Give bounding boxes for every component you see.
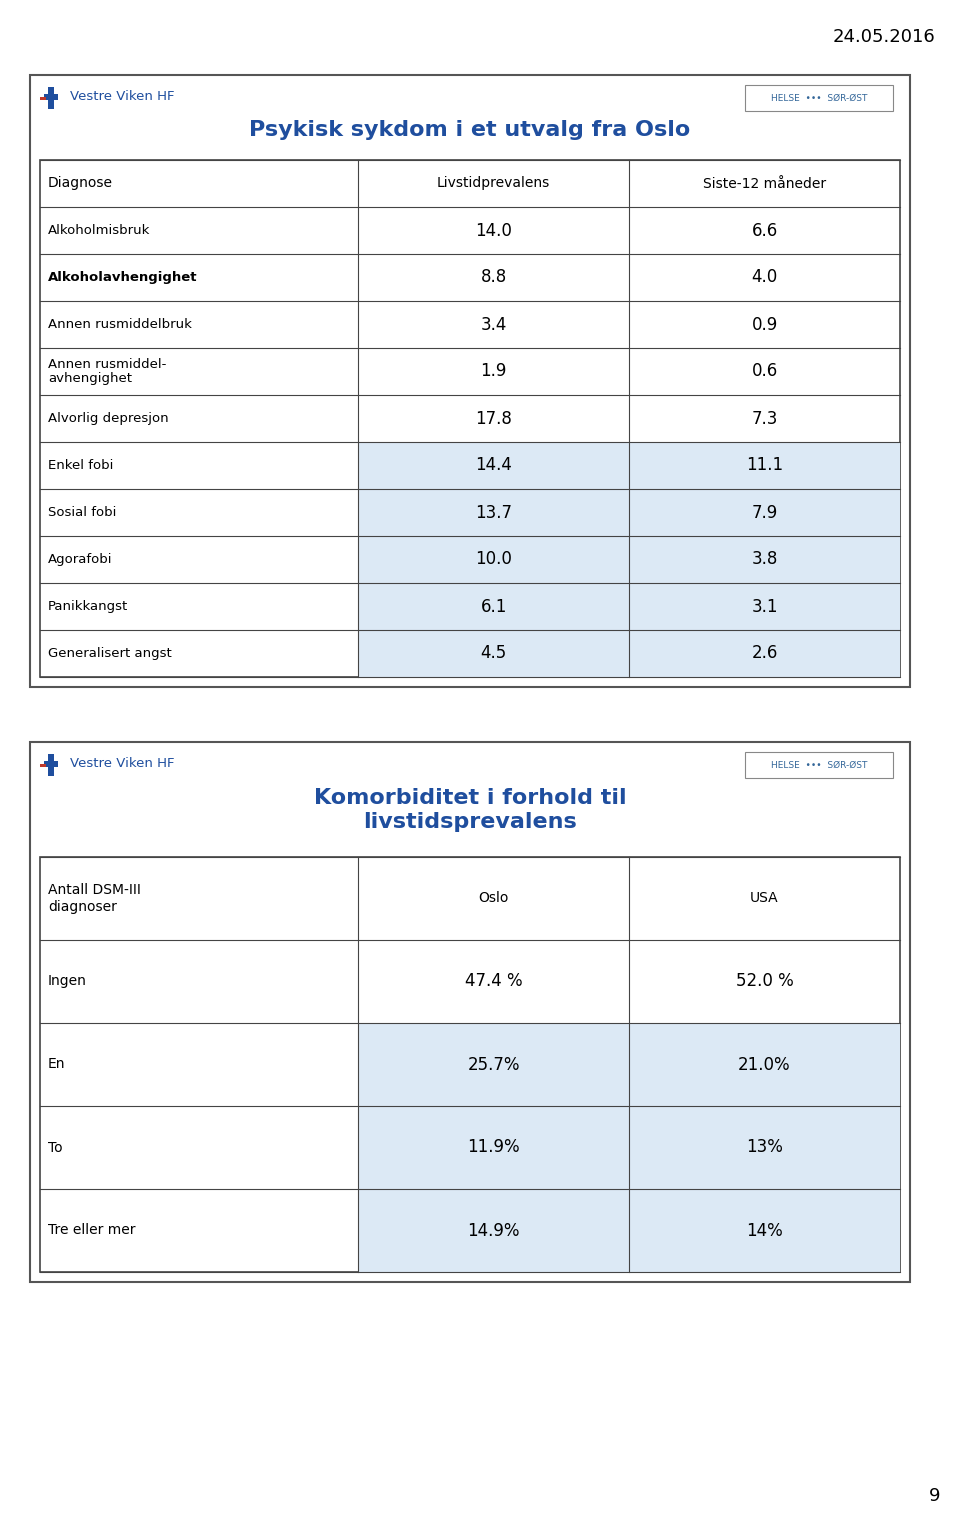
FancyBboxPatch shape xyxy=(358,1106,900,1190)
Text: 9: 9 xyxy=(928,1487,940,1506)
FancyBboxPatch shape xyxy=(358,441,900,489)
Text: 3.1: 3.1 xyxy=(752,597,778,615)
FancyBboxPatch shape xyxy=(30,742,910,1283)
Text: Panikkangst: Panikkangst xyxy=(48,600,129,612)
Text: 7.3: 7.3 xyxy=(752,409,778,428)
Text: 8.8: 8.8 xyxy=(481,269,507,287)
Text: Vestre Viken HF: Vestre Viken HF xyxy=(70,757,175,770)
Text: Alkoholavhengighet: Alkoholavhengighet xyxy=(48,270,198,284)
FancyBboxPatch shape xyxy=(40,98,46,99)
Text: Antall DSM-III
diagnoser: Antall DSM-III diagnoser xyxy=(48,884,141,913)
Text: Generalisert angst: Generalisert angst xyxy=(48,647,172,660)
Text: 11.1: 11.1 xyxy=(746,457,783,475)
FancyBboxPatch shape xyxy=(40,160,900,676)
Text: To: To xyxy=(48,1141,62,1154)
Text: Komorbiditet i forhold til
livstidsprevalens: Komorbiditet i forhold til livstidspreva… xyxy=(314,788,626,832)
FancyBboxPatch shape xyxy=(48,754,54,776)
Text: Psykisk sykdom i et utvalg fra Oslo: Psykisk sykdom i et utvalg fra Oslo xyxy=(250,121,690,140)
FancyBboxPatch shape xyxy=(745,86,893,111)
Text: Annen rusmiddelbruk: Annen rusmiddelbruk xyxy=(48,318,192,331)
Text: 11.9%: 11.9% xyxy=(468,1139,520,1156)
Text: 3.4: 3.4 xyxy=(480,316,507,333)
FancyBboxPatch shape xyxy=(30,75,910,687)
Text: 3.8: 3.8 xyxy=(752,551,778,568)
Text: Agorafobi: Agorafobi xyxy=(48,553,112,567)
Text: Alkoholmisbruk: Alkoholmisbruk xyxy=(48,224,151,237)
Text: 0.6: 0.6 xyxy=(752,362,778,380)
Text: En: En xyxy=(48,1058,65,1072)
FancyBboxPatch shape xyxy=(40,764,46,767)
Text: 0.9: 0.9 xyxy=(752,316,778,333)
Text: 10.0: 10.0 xyxy=(475,551,512,568)
FancyBboxPatch shape xyxy=(44,95,58,99)
Text: Annen rusmiddel-
avhengighet: Annen rusmiddel- avhengighet xyxy=(48,357,166,385)
Text: Enkel fobi: Enkel fobi xyxy=(48,460,113,472)
Text: 14%: 14% xyxy=(746,1222,783,1240)
FancyBboxPatch shape xyxy=(358,489,900,536)
FancyBboxPatch shape xyxy=(40,857,900,1272)
Text: HELSE  •••  SØR-ØST: HELSE ••• SØR-ØST xyxy=(771,93,867,102)
Text: 2.6: 2.6 xyxy=(752,644,778,663)
Text: Sosial fobi: Sosial fobi xyxy=(48,505,116,519)
Text: 47.4 %: 47.4 % xyxy=(465,973,522,991)
Text: 14.0: 14.0 xyxy=(475,221,512,240)
FancyBboxPatch shape xyxy=(358,1190,900,1272)
FancyBboxPatch shape xyxy=(745,751,893,777)
FancyBboxPatch shape xyxy=(44,760,58,767)
Text: Diagnose: Diagnose xyxy=(48,177,113,191)
Text: Ingen: Ingen xyxy=(48,974,86,988)
Text: 1.9: 1.9 xyxy=(480,362,507,380)
FancyBboxPatch shape xyxy=(358,1023,900,1106)
Text: Tre eller mer: Tre eller mer xyxy=(48,1223,135,1237)
Text: 7.9: 7.9 xyxy=(752,504,778,522)
Text: 14.4: 14.4 xyxy=(475,457,512,475)
Text: HELSE  •••  SØR-ØST: HELSE ••• SØR-ØST xyxy=(771,760,867,770)
FancyBboxPatch shape xyxy=(358,536,900,583)
Text: 25.7%: 25.7% xyxy=(468,1055,520,1073)
Text: Vestre Viken HF: Vestre Viken HF xyxy=(70,90,175,102)
Text: 17.8: 17.8 xyxy=(475,409,512,428)
Text: 24.05.2016: 24.05.2016 xyxy=(832,27,935,46)
Text: 13%: 13% xyxy=(746,1139,783,1156)
Text: 6.6: 6.6 xyxy=(752,221,778,240)
FancyBboxPatch shape xyxy=(48,87,54,108)
Text: Oslo: Oslo xyxy=(478,892,509,906)
Text: 4.0: 4.0 xyxy=(752,269,778,287)
FancyBboxPatch shape xyxy=(358,631,900,676)
Text: 6.1: 6.1 xyxy=(480,597,507,615)
Text: 4.5: 4.5 xyxy=(481,644,507,663)
Text: Alvorlig depresjon: Alvorlig depresjon xyxy=(48,412,169,425)
Text: 14.9%: 14.9% xyxy=(468,1222,520,1240)
Text: 13.7: 13.7 xyxy=(475,504,512,522)
FancyBboxPatch shape xyxy=(358,583,900,631)
Text: 21.0%: 21.0% xyxy=(738,1055,791,1073)
Text: 52.0 %: 52.0 % xyxy=(735,973,793,991)
Text: Siste-12 måneder: Siste-12 måneder xyxy=(703,177,827,191)
Text: USA: USA xyxy=(750,892,779,906)
Text: Livstidprevalens: Livstidprevalens xyxy=(437,177,550,191)
